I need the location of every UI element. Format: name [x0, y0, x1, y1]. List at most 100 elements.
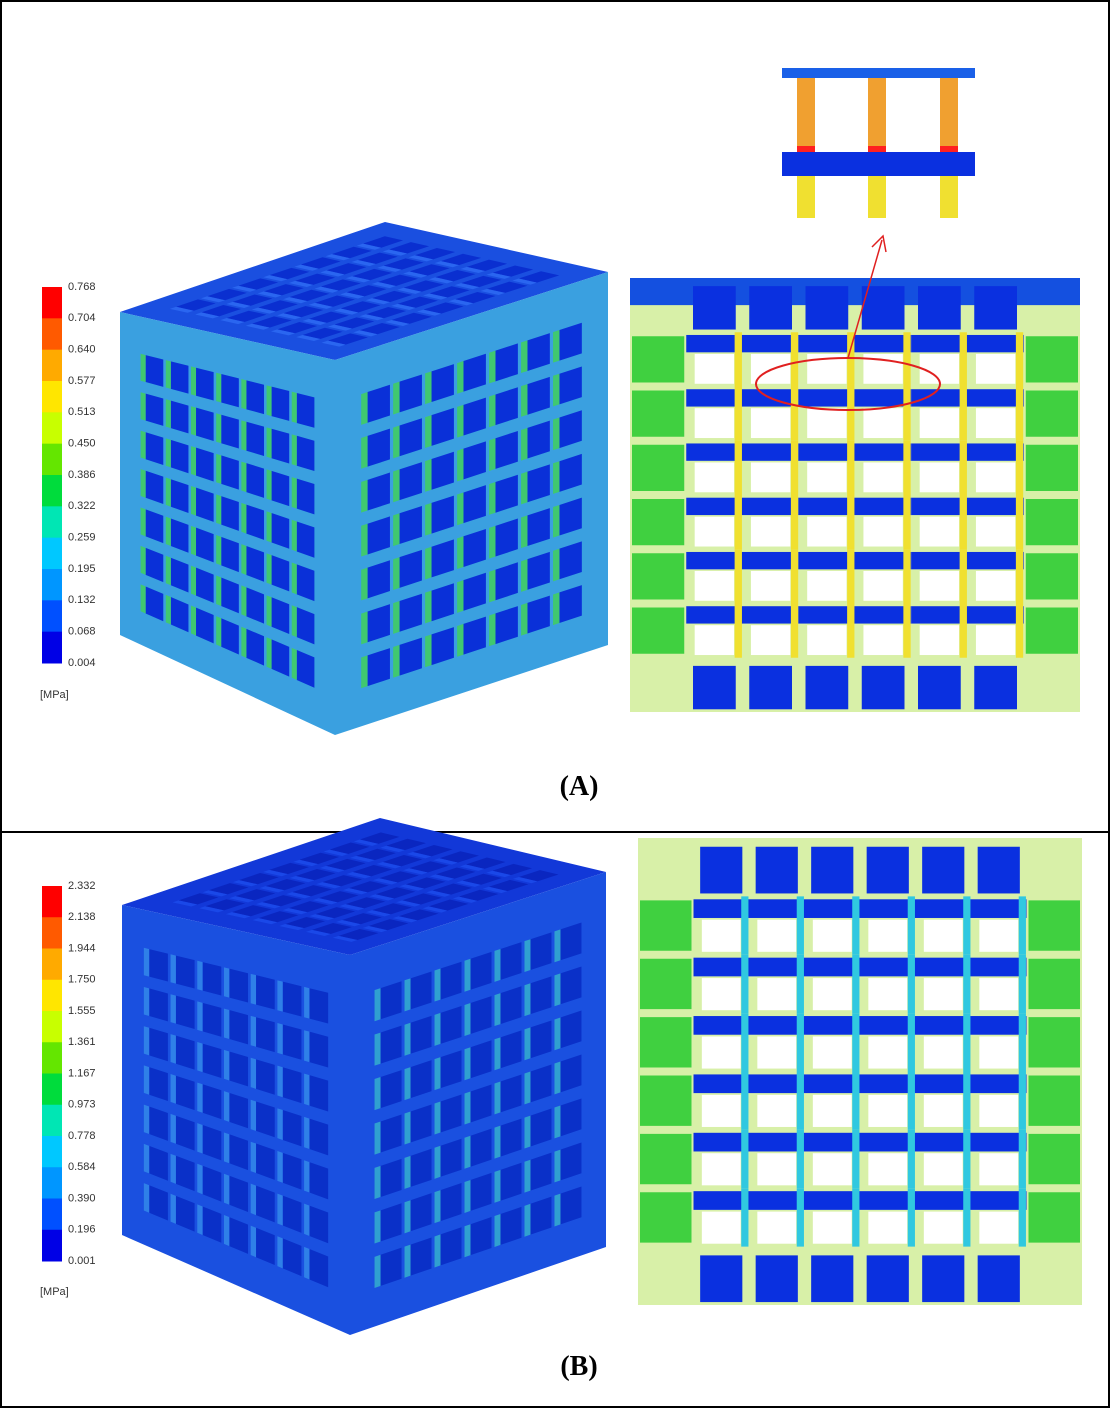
section-strut: [791, 332, 798, 386]
colorbar-label: 1.944: [68, 942, 96, 954]
section-hole: [751, 462, 790, 492]
section-beam: [805, 1016, 861, 1035]
section-beam: [799, 606, 855, 623]
section-hole: [979, 978, 1018, 1010]
section-beam: [749, 958, 805, 977]
cube-hole: [171, 361, 189, 393]
section-hole: [807, 517, 846, 547]
section-beam: [743, 335, 799, 352]
section-strut: [1016, 332, 1023, 386]
cube-hole: [176, 956, 195, 989]
cube-strut: [425, 591, 431, 624]
inset-strut: [797, 78, 815, 152]
colorbar-segment: [42, 917, 62, 949]
section-hole: [813, 1153, 852, 1185]
cube-strut: [554, 1194, 560, 1227]
cube-strut: [197, 1001, 202, 1031]
cube-strut: [489, 613, 495, 646]
cube-hole: [229, 1010, 248, 1044]
cube-strut: [224, 1174, 229, 1205]
section-strut: [791, 495, 798, 549]
colorbar-label: 0.973: [68, 1099, 96, 1111]
cube-strut: [405, 1245, 411, 1278]
cube-strut: [553, 417, 559, 450]
colorbar-label: 0.778: [68, 1130, 96, 1142]
section-beam: [860, 1016, 916, 1035]
cube-hole: [196, 448, 214, 482]
colorbar-label: 1.361: [68, 1036, 96, 1048]
section-strut: [960, 495, 967, 549]
cube-strut: [241, 627, 246, 658]
cube-strut: [166, 438, 171, 467]
section-hole: [863, 408, 902, 438]
cube-strut: [553, 549, 559, 582]
colorbar-segment: [42, 1042, 62, 1074]
cube-hole: [256, 1059, 275, 1094]
section-beam: [694, 899, 750, 918]
colorbar-label: 0.386: [68, 469, 96, 481]
section-hole: [868, 1036, 907, 1068]
cube-strut: [277, 1066, 282, 1098]
cube-strut: [405, 1111, 411, 1144]
cube-strut: [425, 503, 431, 536]
section-hole: [979, 1036, 1018, 1068]
cube-strut: [361, 524, 367, 557]
section-hole: [702, 1036, 741, 1068]
section-strut: [963, 896, 970, 954]
section-strut: [908, 1072, 915, 1130]
section-block: [862, 666, 905, 709]
section-edge: [1026, 445, 1078, 491]
cube-strut: [524, 1160, 530, 1193]
cube-strut: [197, 1164, 202, 1195]
section-hole: [695, 517, 734, 547]
cube-strut: [457, 361, 463, 394]
section-strut: [852, 1188, 859, 1246]
section-hole: [751, 625, 790, 655]
colorbar-segment: [42, 1074, 62, 1106]
cube-hole: [309, 1119, 328, 1156]
section-hole: [920, 625, 959, 655]
section-strut: [791, 387, 798, 441]
section-strut: [1019, 1130, 1026, 1188]
cube-hole: [256, 1017, 275, 1052]
cube-strut: [494, 949, 500, 982]
section-strut: [963, 1130, 970, 1188]
section-strut: [797, 1072, 804, 1130]
cube-strut: [267, 553, 272, 584]
cube-strut: [224, 1050, 229, 1081]
colorbar-label: 0.450: [68, 438, 96, 450]
section-strut: [741, 1188, 748, 1246]
cube-strut: [241, 503, 246, 534]
cube-hole: [176, 1036, 195, 1070]
cube-strut: [304, 1160, 309, 1192]
cube-strut: [375, 1077, 381, 1110]
colorbar-label: 1.750: [68, 974, 96, 986]
section-block: [867, 847, 909, 894]
cube-hole: [256, 975, 275, 1009]
colorbar-segment: [42, 350, 62, 382]
section-hole: [813, 920, 852, 952]
cube-strut: [521, 515, 527, 548]
cube-strut: [191, 526, 196, 556]
colorbar-segment: [42, 506, 62, 538]
section-hole: [868, 1095, 907, 1127]
cube-strut: [216, 576, 221, 606]
cube-hole: [229, 1051, 248, 1086]
section-beam: [743, 606, 799, 623]
colorbar-label: 1.555: [68, 1005, 96, 1017]
section-beam: [916, 1074, 972, 1093]
cube-strut: [251, 974, 256, 1005]
cube-strut: [494, 1214, 500, 1247]
cube-strut: [521, 384, 527, 417]
cube-hole: [146, 355, 164, 387]
cube-strut: [251, 1016, 256, 1047]
colorbar-label: 0.584: [68, 1161, 96, 1173]
section-strut: [903, 332, 910, 386]
section-edge: [1029, 900, 1081, 950]
cube-strut: [197, 1123, 202, 1153]
section-strut: [797, 955, 804, 1013]
cube-strut: [457, 449, 463, 482]
section-hole: [813, 1036, 852, 1068]
section-edge: [640, 1017, 692, 1067]
cube-strut: [524, 939, 530, 972]
